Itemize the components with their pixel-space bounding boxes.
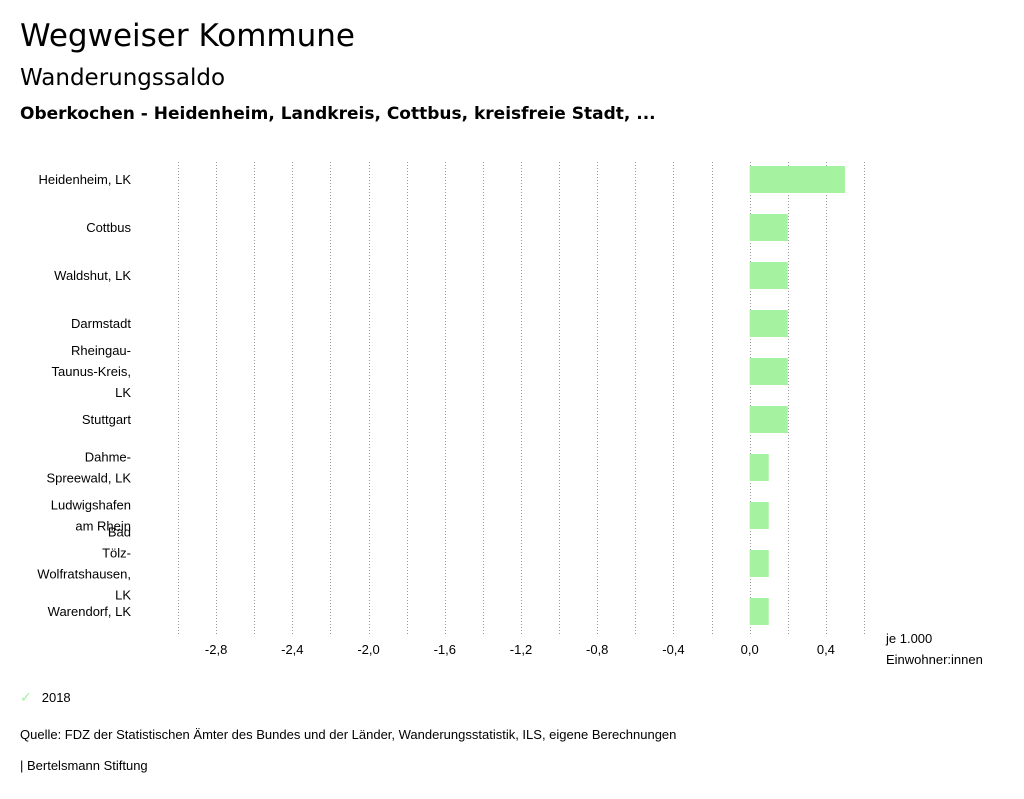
category-label: Bad Tölz- Wolfratshausen, LK	[37, 525, 131, 603]
x-tick-label: -2,8	[205, 642, 227, 657]
category-label-line: Spreewald, LK	[46, 471, 131, 486]
chart-title: Wegweiser Kommune	[20, 18, 355, 54]
region-filter-label[interactable]: Oberkochen - Heidenheim, Landkreis, Cott…	[20, 104, 656, 124]
category-label: Ludwigshafen am Rhein	[51, 498, 131, 534]
category-label-line: LK	[115, 588, 131, 603]
category-label: Stuttgart	[82, 412, 132, 427]
bar[interactable]	[749, 454, 769, 481]
category-label-line: am Rhein	[75, 519, 131, 534]
bar[interactable]	[749, 310, 788, 337]
category-label: Dahme- Spreewald, LK	[46, 450, 131, 486]
category-label-line: Waldshut, LK	[54, 268, 131, 283]
legend[interactable]: ✓ 2018	[20, 687, 71, 707]
bar-chart: Heidenheim, LK Cottbus Waldshut, LK Darmsta…	[37, 162, 983, 667]
category-label-line: LK	[115, 385, 131, 400]
category-label-line: Dahme-	[85, 450, 131, 465]
brand-credit[interactable]: | Bertelsmann Stiftung	[20, 758, 148, 773]
category-label: Waldshut, LK	[54, 268, 131, 283]
category-label: Heidenheim, LK	[39, 172, 132, 187]
x-tick-label: -1,2	[510, 642, 532, 657]
bar[interactable]	[749, 166, 845, 193]
bar[interactable]	[749, 550, 769, 577]
category-label-line: Warendorf, LK	[48, 604, 132, 619]
bar[interactable]	[749, 214, 788, 241]
x-tick-label: -1,6	[434, 642, 456, 657]
bar[interactable]	[749, 406, 788, 433]
x-tick-label: -2,4	[281, 642, 303, 657]
category-label-line: Cottbus	[86, 220, 131, 235]
category-label-line: Stuttgart	[82, 412, 132, 427]
x-axis-label: Einwohner:innen	[886, 652, 983, 667]
bar[interactable]	[749, 358, 788, 385]
category-label-line: Taunus-Kreis,	[52, 364, 131, 379]
x-tick-label: -0,8	[586, 642, 608, 657]
category-label: Cottbus	[86, 220, 131, 235]
category-label-line: Heidenheim, LK	[39, 172, 132, 187]
category-label-line: Tölz-	[102, 546, 131, 561]
bar[interactable]	[749, 502, 769, 529]
category-label: Rheingau- Taunus-Kreis, LK	[52, 343, 132, 400]
category-label-line: Wolfratshausen,	[37, 567, 131, 582]
category-label-line: Bad	[108, 525, 131, 540]
check-icon[interactable]: ✓	[20, 688, 32, 705]
category-label-line: Darmstadt	[71, 316, 131, 331]
source-note: Quelle: FDZ der Statistischen Ämter des …	[20, 727, 677, 742]
chart-subtitle: Wanderungssaldo	[20, 65, 226, 91]
bar[interactable]	[749, 262, 788, 289]
category-label-line: Ludwigshafen	[51, 498, 131, 513]
x-tick-label: 0,0	[741, 642, 759, 657]
x-axis-label: je 1.000	[885, 631, 932, 646]
category-label-line: Rheingau-	[71, 343, 131, 358]
category-label: Warendorf, LK	[48, 604, 132, 619]
x-tick-label: -2,0	[357, 642, 379, 657]
bar[interactable]	[749, 598, 769, 625]
x-tick-label: -0,4	[662, 642, 684, 657]
legend-label-2018: 2018	[41, 689, 71, 705]
category-label: Darmstadt	[71, 316, 131, 331]
x-tick-label: 0,4	[817, 642, 835, 657]
